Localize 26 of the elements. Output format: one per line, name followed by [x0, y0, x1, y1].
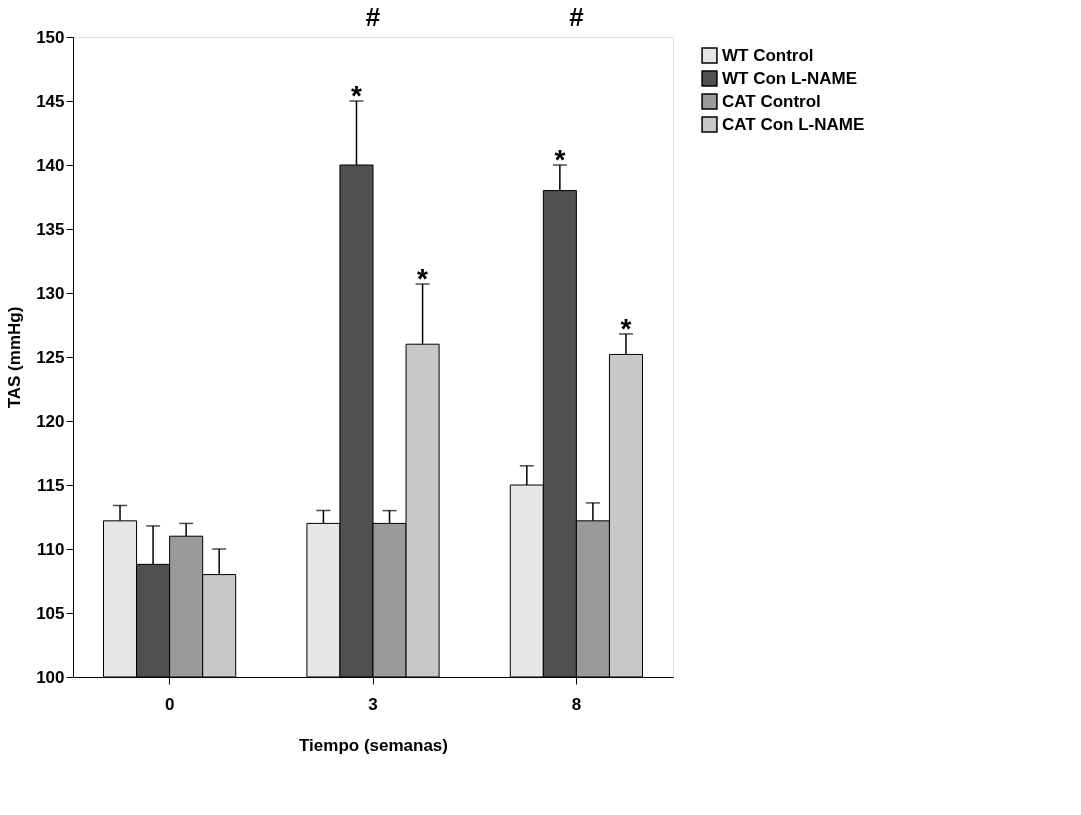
y-tick-label: 135: [36, 219, 65, 239]
x-axis-title: Tiempo (semanas): [299, 735, 448, 755]
text: #: [365, 2, 381, 32]
legend-label: CAT Control: [722, 91, 821, 111]
annotation: *: [351, 80, 363, 111]
annotation: *: [417, 263, 429, 295]
y-tick-label: 110: [37, 539, 65, 559]
y-tick-label: 115: [37, 475, 65, 495]
annotation: *: [620, 312, 632, 344]
y-tick-label: 100: [36, 667, 65, 687]
y-tick-label: 145: [36, 91, 65, 111]
annotation: *: [554, 144, 566, 175]
text: #: [569, 2, 585, 32]
y-tick-label: 120: [36, 411, 65, 431]
y-tick-label: 150: [36, 27, 65, 47]
y-tick-label: 130: [36, 283, 65, 303]
x-tick-label: 8: [571, 694, 582, 714]
x-tick-label: 0: [164, 694, 175, 714]
legend-label: WT Control: [722, 45, 814, 65]
y-axis-title: TAS (mmHg): [5, 306, 25, 409]
x-tick-label: 3: [368, 694, 378, 714]
y-tick-label: 125: [36, 347, 65, 367]
legend-label: CAT Con L-NAME: [722, 114, 865, 134]
legend-label: WT Con L-NAME: [722, 68, 858, 88]
y-tick-label: 140: [36, 155, 65, 175]
y-tick-label: 105: [36, 603, 65, 623]
